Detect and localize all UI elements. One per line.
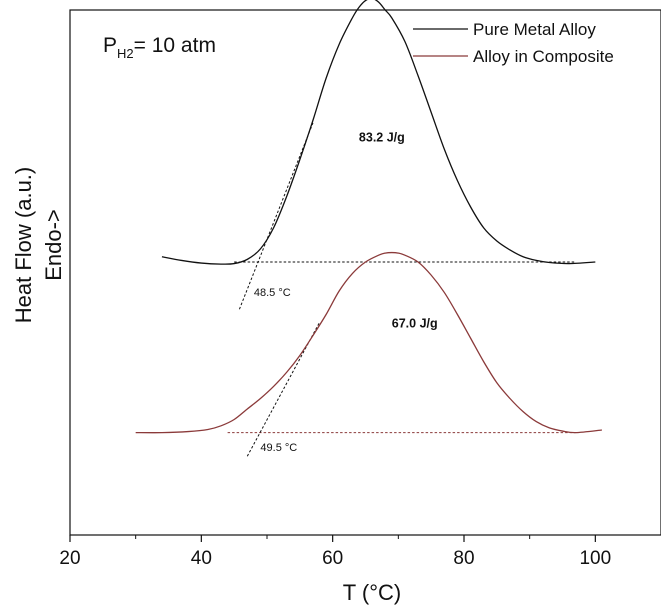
pressure-subscript: H2 bbox=[117, 46, 134, 61]
x-tick-label-60: 60 bbox=[322, 548, 343, 569]
pressure-symbol: P bbox=[103, 34, 117, 57]
plot-area-frame bbox=[69, 9, 661, 536]
legend-label-alloy-in-composite: Alloy in Composite bbox=[473, 47, 614, 66]
pressure-condition-label: PH2= 10 atm bbox=[103, 34, 216, 61]
x-axis-label: T (°C) bbox=[343, 580, 402, 605]
annotation-onset-1: 48.5 °C bbox=[254, 287, 291, 299]
legend-label-pure-metal-alloy: Pure Metal Alloy bbox=[473, 20, 596, 39]
x-tick-label-20: 20 bbox=[59, 548, 80, 569]
x-tick-label-40: 40 bbox=[191, 548, 212, 569]
x-tick-labels: 20 40 60 80 100 bbox=[59, 548, 611, 569]
series-line-pure-metal-alloy bbox=[161, 0, 596, 265]
annotation-enthalpy-2: 67.0 J/g bbox=[392, 317, 438, 331]
x-tick-label-100: 100 bbox=[579, 548, 611, 569]
x-ticks bbox=[69, 535, 596, 542]
pressure-value: = 10 atm bbox=[134, 34, 216, 57]
legend: Pure Metal Alloy Alloy in Composite bbox=[413, 20, 614, 66]
annotation-onset-3: 49.5 °C bbox=[260, 442, 297, 454]
annotation-enthalpy-0: 83.2 J/g bbox=[359, 130, 405, 144]
x-tick-label-80: 80 bbox=[453, 548, 474, 569]
y-axis-label-line1: Heat Flow (a.u.) bbox=[11, 167, 36, 324]
y-axis-label-line2: Endo-> bbox=[41, 209, 66, 281]
series-line-alloy-in-composite bbox=[135, 251, 602, 434]
plot-content: 83.2 J/g 48.5 °C 67.0 J/g 49.5 °C bbox=[135, 0, 602, 457]
onset-tangent-pure-metal-alloy bbox=[238, 122, 314, 310]
